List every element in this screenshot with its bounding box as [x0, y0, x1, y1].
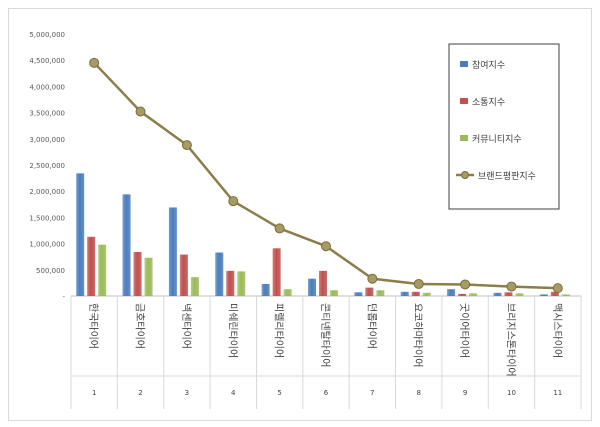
bar-소통지수: [319, 270, 327, 296]
x-category-label: 맥시스타이어: [551, 303, 563, 358]
x-rank-label: 10: [507, 389, 516, 397]
x-rank-label: 8: [416, 389, 420, 397]
line-point: [228, 196, 239, 207]
legend-label: 소통지수: [472, 97, 505, 108]
line-point: [135, 106, 146, 117]
bar-커뮤니티지수: [561, 294, 570, 296]
bar-참여지수: [261, 283, 270, 296]
x-category-label: 콘티넨탈타이어: [319, 303, 332, 367]
legend-label: 브랜드평판지수: [478, 171, 536, 182]
y-tick-label: 1,500,000: [29, 214, 65, 222]
line-point: [367, 273, 378, 284]
bar-소통지수: [458, 293, 467, 296]
x-category-label: 굿이어타이어: [458, 303, 470, 358]
legend-marker: [461, 171, 469, 179]
y-tick-label: 3,000,000: [29, 136, 65, 144]
bar-커뮤니티지수: [190, 277, 199, 296]
bar-소통지수: [179, 254, 188, 296]
legend-box: [448, 43, 560, 210]
x-rank-label: 7: [370, 389, 374, 397]
x-rank-label: 3: [185, 389, 189, 397]
line-point: [274, 223, 285, 234]
bar-참여지수: [308, 278, 316, 296]
bar-커뮤니티지수: [469, 293, 478, 296]
x-rank-label: 2: [138, 389, 142, 397]
x-rank-label: 1: [92, 389, 96, 397]
y-tick-label: 500,000: [36, 267, 65, 275]
legend-swatch: [460, 98, 468, 104]
bar-참여지수: [122, 194, 131, 296]
bar-소통지수: [365, 287, 374, 296]
line-point: [181, 140, 192, 151]
bar-소통지수: [550, 291, 559, 296]
legend-label: 커뮤니티지수: [472, 134, 522, 145]
x-category-label: 넥센타이어: [180, 303, 192, 349]
line-point: [506, 281, 517, 292]
line-point: [413, 278, 424, 289]
bar-참여지수: [539, 294, 548, 296]
line-point: [552, 283, 563, 294]
legend-swatch: [460, 61, 468, 67]
y-tick-label: -: [62, 293, 65, 301]
bar-소통지수: [411, 291, 420, 296]
bar-커뮤니티지수: [376, 290, 385, 296]
legend-label: 참여지수: [472, 59, 505, 71]
y-tick-label: 2,500,000: [29, 162, 65, 170]
line-point: [321, 241, 331, 252]
bar-소통지수: [87, 236, 96, 296]
line-point: [460, 279, 471, 290]
x-rank-label: 11: [553, 389, 562, 397]
bar-참여지수: [168, 207, 177, 296]
y-tick-label: 5,000,000: [29, 31, 65, 39]
bar-소통지수: [272, 248, 281, 296]
bar-커뮤니티지수: [330, 290, 338, 296]
chart-svg: 5,000,000 4,500,000 4,000,000 3,500,000 3,00…: [29, 31, 582, 409]
bar-소통지수: [504, 292, 513, 296]
bar-소통지수: [226, 270, 235, 296]
bar-참여지수: [215, 252, 224, 296]
x-category-label: 요코하마타이어: [412, 303, 425, 367]
x-rank-label: 4: [231, 389, 236, 397]
x-rank-label: 6: [324, 389, 329, 397]
bar-커뮤니티지수: [144, 257, 153, 296]
x-rank-label: 5: [277, 389, 281, 397]
bar-커뮤니티지수: [422, 292, 431, 296]
legend-swatch: [460, 135, 468, 141]
bar-소통지수: [133, 251, 142, 296]
x-rank-label: 9: [463, 389, 467, 397]
bar-참여지수: [354, 292, 363, 296]
bar-커뮤니티지수: [98, 244, 107, 296]
line-point: [89, 57, 100, 68]
chart-frame: 5,000,000 4,500,000 4,000,000 3,500,000 3,00…: [8, 8, 592, 421]
bar-커뮤니티지수: [237, 271, 246, 296]
bar-참여지수: [400, 291, 409, 296]
bar-커뮤니티지수: [515, 293, 524, 296]
x-category-label: 금호타이어: [134, 303, 146, 349]
bar-참여지수: [76, 173, 85, 296]
x-category-label: 던롭타이어: [365, 303, 377, 349]
y-tick-label: 4,000,000: [29, 83, 65, 91]
y-tick-label: 2,000,000: [29, 188, 65, 196]
bar-참여지수: [493, 292, 502, 296]
bar-커뮤니티지수: [283, 289, 292, 296]
x-category-label: 한국타이어: [87, 303, 99, 349]
y-tick-label: 3,500,000: [29, 110, 65, 118]
x-category-label: 피렐리타이어: [273, 303, 286, 358]
bar-참여지수: [447, 289, 456, 296]
x-category-label: 브리지스톤타이어: [504, 303, 516, 377]
y-tick-label: 1,000,000: [29, 241, 65, 249]
y-tick-label: 4,500,000: [29, 57, 65, 65]
x-category-label: 미쉐린타이어: [226, 303, 238, 358]
